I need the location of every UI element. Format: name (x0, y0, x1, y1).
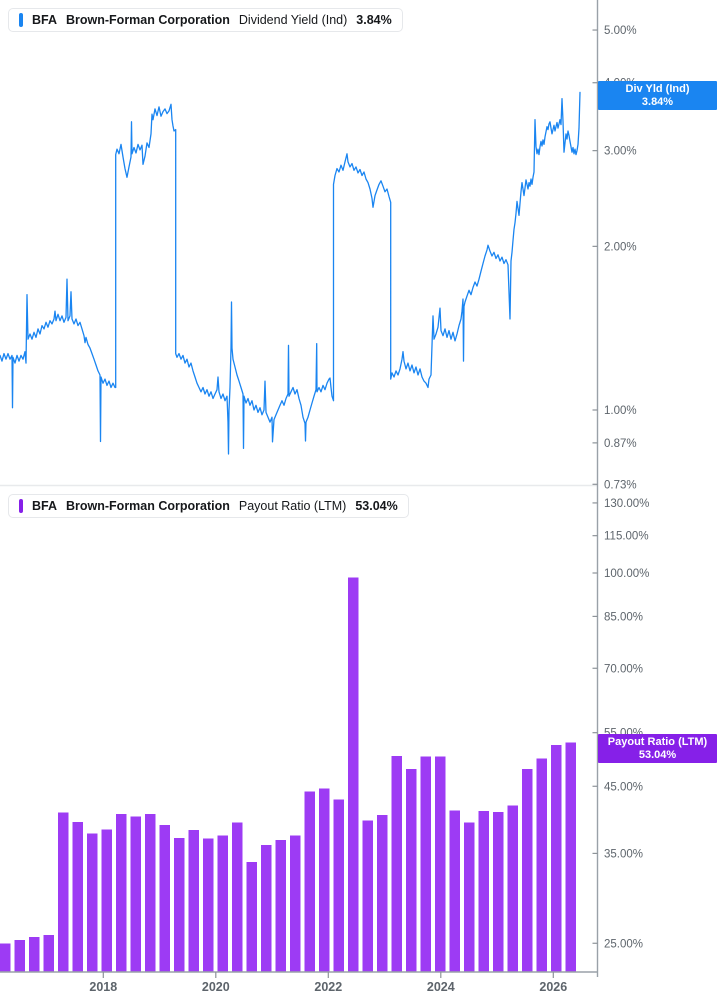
metric-value: 53.04% (355, 499, 398, 513)
y-axis-label: 35.00% (604, 848, 643, 860)
payout-ratio-bar (492, 811, 504, 972)
y-axis-label: 100.00% (604, 568, 649, 580)
x-axis-label: 2026 (539, 980, 567, 994)
payout-ratio-bar (521, 769, 533, 972)
payout-ratio-bar (536, 758, 547, 972)
payout-ratio-bar (405, 769, 417, 972)
badge-series-label: Payout Ratio (LTM) (607, 736, 708, 748)
payout-ratio-bar (550, 745, 562, 972)
payout-ratio-bar (565, 742, 576, 972)
bottom-chart-header[interactable]: BFA Brown-Forman Corporation Payout Rati… (8, 494, 409, 518)
payout-ratio-bar (217, 835, 228, 972)
top-chart-header[interactable]: BFA Brown-Forman Corporation Dividend Yi… (8, 8, 403, 32)
payout-ratio-bar (376, 815, 388, 972)
payout-ratio-bar (260, 845, 272, 972)
y-axis-label: 0.73% (604, 479, 637, 491)
company-name: Brown-Forman Corporation (66, 499, 230, 513)
payout-ratio-bar (144, 813, 156, 972)
payout-ratio-bar (159, 825, 170, 972)
payout-ratio-bar (275, 840, 286, 972)
payout-ratio-bar (434, 756, 446, 972)
payout-ratio-bar (304, 791, 315, 972)
payout-ratio-bar (14, 940, 25, 972)
payout-ratio-bar (173, 837, 185, 972)
company-name: Brown-Forman Corporation (66, 13, 230, 27)
y-axis-label: 85.00% (604, 611, 643, 623)
metric-value: 3.84% (356, 13, 392, 27)
y-axis-label: 2.00% (604, 241, 637, 253)
y-axis-label: 70.00% (604, 663, 643, 675)
y-axis-label: 25.00% (604, 938, 643, 950)
y-axis-label: 45.00% (604, 781, 643, 793)
payout-ratio-bar (101, 829, 112, 972)
badge-series-label: Div Yld (Ind) (625, 83, 690, 95)
x-axis-label: 2022 (314, 980, 342, 994)
y-axis-label: 0.87% (604, 438, 637, 450)
payout-ratio-bar (333, 799, 344, 972)
series-accent-purple (19, 499, 23, 513)
payout-ratio-bar (72, 821, 83, 972)
payout-ratio-bar (478, 811, 489, 972)
payout-ratio-bar (289, 835, 301, 972)
payout-ratio-bar (188, 830, 199, 972)
payout-ratio-bar (115, 813, 127, 972)
x-axis-label: 2024 (427, 980, 455, 994)
payout-ratio-bar (318, 788, 330, 972)
ticker-label: BFA (32, 499, 57, 513)
payout-ratio-bar (86, 833, 98, 972)
payout-ratio-bar (391, 756, 402, 972)
payout-ratio-bar (130, 816, 141, 972)
y-axis-label: 1.00% (604, 405, 637, 417)
dividend-yield-line (0, 91, 581, 455)
payout-ratio-bar (28, 936, 40, 972)
y-axis-label: 3.00% (604, 146, 637, 158)
metric-name: Payout Ratio (LTM) (238, 499, 347, 513)
x-axis-label: 2018 (89, 980, 117, 994)
payout-ratio-bar (246, 861, 257, 972)
last-value-badge-dividend-yield: Div Yld (Ind) 3.84% (598, 81, 717, 110)
x-axis-label: 2020 (202, 980, 230, 994)
payout-ratio-bar (202, 838, 214, 972)
payout-ratio-bar (449, 810, 460, 972)
payout-ratio-bar (43, 934, 54, 972)
series-accent-blue (19, 13, 23, 27)
y-axis-label: 5.00% (604, 25, 637, 37)
y-axis-label: 130.00% (604, 498, 649, 510)
ticker-label: BFA (32, 13, 57, 27)
badge-series-value: 3.84% (641, 95, 674, 108)
payout-ratio-bar (347, 577, 359, 972)
y-axis-label: 115.00% (604, 531, 649, 543)
payout-ratio-bar (420, 756, 431, 972)
payout-ratio-bar (463, 822, 475, 972)
badge-series-value: 53.04% (638, 748, 677, 761)
metric-name: Dividend Yield (Ind) (238, 13, 348, 27)
payout-ratio-bar (57, 812, 69, 972)
payout-ratio-bar (362, 820, 373, 972)
payout-ratio-bar (231, 822, 243, 972)
payout-ratio-bar (0, 943, 11, 972)
payout-ratio-bar (507, 805, 518, 972)
last-value-badge-payout-ratio: Payout Ratio (LTM) 53.04% (598, 734, 717, 763)
